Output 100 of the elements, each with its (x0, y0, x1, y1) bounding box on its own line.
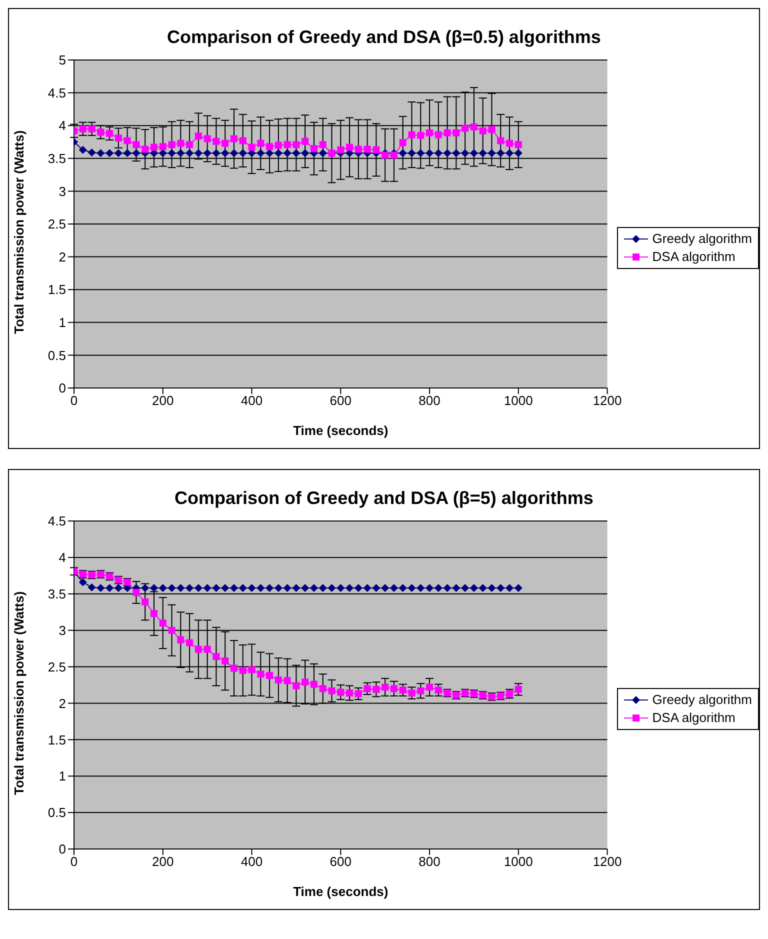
point (106, 584, 114, 592)
point (204, 135, 211, 142)
point (266, 149, 274, 158)
point (158, 149, 167, 158)
point (203, 584, 212, 592)
point (364, 146, 371, 153)
point (222, 657, 229, 664)
point (248, 584, 256, 592)
point (194, 149, 202, 158)
point (426, 149, 434, 158)
point (158, 584, 167, 592)
point (337, 688, 344, 696)
point (372, 686, 380, 693)
point (221, 149, 230, 158)
point (248, 144, 256, 151)
point (266, 584, 274, 592)
x-tick-label: 0 (70, 854, 78, 870)
point (408, 131, 416, 138)
point (496, 584, 505, 592)
point (514, 141, 522, 148)
point (426, 684, 434, 691)
point (434, 149, 442, 158)
point (142, 146, 149, 153)
point (114, 134, 122, 142)
point (372, 146, 380, 154)
chart-title: Comparison of Greedy and DSA (β=0.5) algorithms (166, 26, 602, 48)
point (78, 146, 87, 154)
y-tick-label: 2 (58, 696, 66, 711)
point (222, 140, 229, 147)
y-tick-label: 3.5 (48, 586, 66, 602)
point (452, 584, 460, 592)
x-tick-label: 800 (418, 393, 440, 408)
point (212, 584, 220, 592)
point (452, 149, 460, 158)
point (123, 149, 132, 158)
point (417, 132, 424, 139)
x-tick-label: 1200 (592, 393, 622, 408)
point (176, 584, 185, 592)
point (256, 149, 265, 158)
point (212, 653, 220, 660)
point (390, 685, 398, 692)
point (408, 584, 416, 592)
point (230, 584, 238, 592)
point (301, 149, 310, 158)
point (470, 149, 478, 158)
point (221, 584, 230, 592)
point (354, 146, 362, 153)
point (310, 584, 318, 592)
point (114, 149, 122, 158)
point (168, 584, 176, 592)
point (390, 152, 398, 159)
point (461, 149, 470, 158)
x-tick-label: 0 (70, 393, 78, 408)
point (496, 149, 505, 158)
point (96, 149, 105, 158)
point (88, 125, 96, 132)
point (203, 149, 212, 158)
point (301, 584, 310, 592)
point (150, 584, 158, 592)
legend-label: Greedy algorithm (652, 691, 752, 709)
x-tick-label: 600 (330, 393, 352, 408)
point (488, 149, 496, 158)
point (194, 132, 202, 140)
x-tick-label: 400 (240, 393, 263, 408)
x-axis-title: Time (seconds) (293, 884, 388, 900)
point (337, 146, 344, 154)
point (239, 666, 246, 674)
y-tick-label: 4 (58, 118, 66, 134)
point (96, 584, 105, 592)
point (478, 584, 487, 592)
point (266, 143, 274, 150)
point (426, 129, 434, 136)
point (354, 584, 362, 592)
point (230, 135, 238, 142)
y-tick-label: 4 (58, 550, 66, 566)
point (274, 149, 282, 158)
point (354, 690, 362, 698)
x-tick-label: 400 (240, 854, 263, 870)
point (514, 149, 522, 158)
point (452, 129, 460, 136)
y-tick-label: 3 (58, 184, 66, 199)
point (274, 584, 282, 592)
point (434, 686, 442, 694)
y-tick-label: 2.5 (48, 216, 66, 232)
point (230, 664, 238, 672)
point (186, 584, 194, 592)
x-tick-label: 200 (152, 393, 174, 408)
point (318, 584, 327, 592)
point (168, 141, 176, 148)
point (310, 680, 318, 688)
point (132, 588, 140, 596)
point (434, 131, 442, 138)
point (79, 125, 86, 132)
point (248, 666, 256, 674)
point (186, 639, 194, 646)
point (408, 690, 416, 697)
point (283, 149, 292, 158)
point (328, 687, 336, 694)
point (142, 598, 149, 606)
y-tick-label: 1 (58, 315, 66, 330)
